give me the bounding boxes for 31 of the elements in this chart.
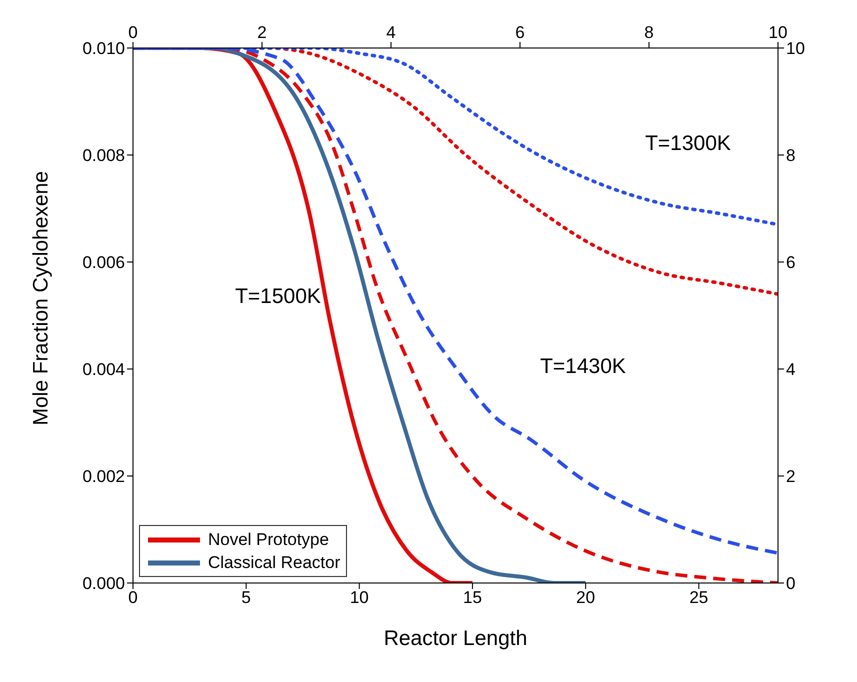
x-tick-label: 25 (689, 588, 708, 608)
legend-label: Novel Prototype (208, 530, 329, 550)
x-tick-label: 20 (576, 588, 596, 608)
y2-tick-label: 6 (786, 253, 796, 272)
x2-tick-label: 2 (257, 23, 267, 42)
annotation: T=1430K (540, 355, 626, 378)
x-axis-title: Reactor Length (384, 627, 528, 650)
legend-label: Classical Reactor (208, 552, 340, 572)
y-tick-label: 0.002 (82, 467, 125, 486)
x2-tick-label: 8 (644, 23, 654, 42)
y-tick-label: 0.004 (82, 360, 125, 380)
y-tick-label: 0.008 (82, 146, 125, 166)
y-axis-title: Mole Fraction Cyclohexene (29, 171, 52, 426)
x-tick-label: 0 (128, 588, 138, 608)
annotation: T=1300K (645, 132, 731, 155)
x2-tick-label: 0 (128, 23, 138, 42)
y2-tick-label: 0 (786, 574, 796, 594)
y-tick-label: 0.000 (82, 574, 125, 594)
y-tick-label: 0.006 (82, 253, 125, 272)
x-tick-label: 15 (463, 588, 482, 608)
x-tick-label: 5 (241, 588, 251, 608)
y2-tick-label: 2 (786, 467, 796, 486)
y2-tick-label: 4 (786, 360, 796, 380)
x2-tick-label: 10 (768, 23, 788, 42)
x2-tick-label: 4 (386, 23, 396, 42)
annotation: T=1500K (235, 285, 321, 308)
y2-tick-label: 8 (786, 146, 796, 166)
x2-tick-label: 6 (515, 23, 525, 42)
y2-tick-label: 10 (786, 39, 805, 58)
x-tick-label: 10 (350, 588, 369, 608)
y-tick-label: 0.010 (82, 39, 125, 58)
